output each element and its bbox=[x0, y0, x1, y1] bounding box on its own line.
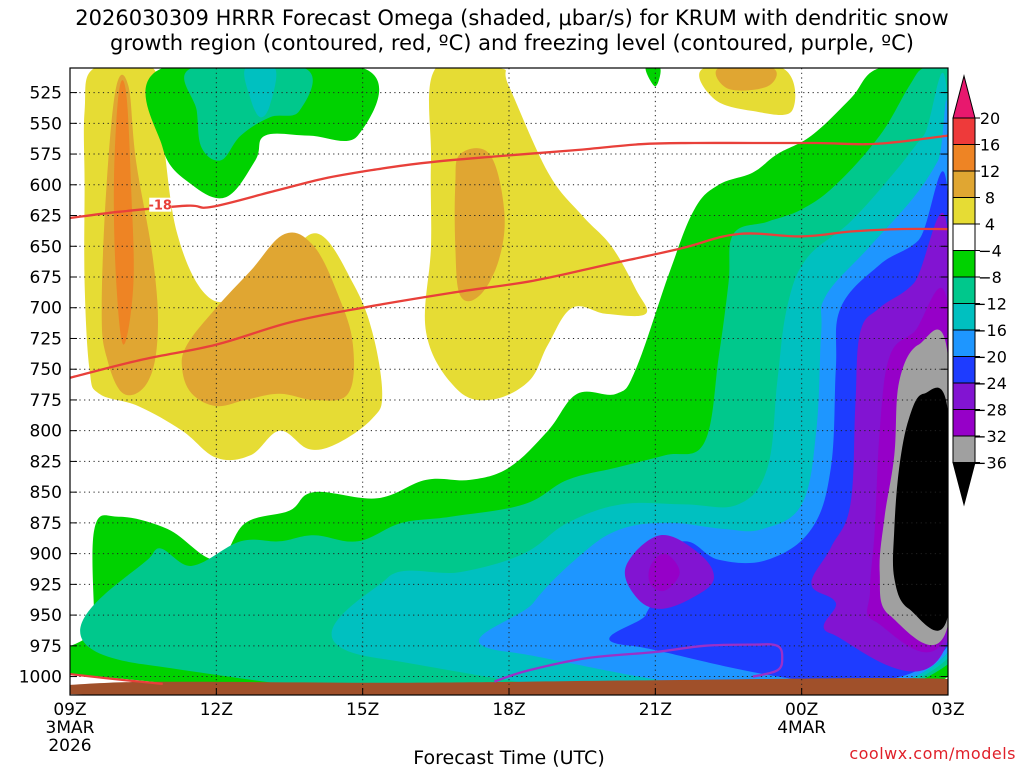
shaded-regions bbox=[70, 68, 948, 695]
y-tick-label-675: 675 bbox=[30, 268, 62, 288]
x-tick-label-03Z: 03Z bbox=[931, 700, 964, 720]
chart-title-line1: 2026030309 HRRR Forecast Omega (shaded, … bbox=[75, 6, 949, 30]
x-tick-label-18Z: 18Z bbox=[492, 700, 525, 720]
x-tick-label-09Z: 09Z bbox=[53, 700, 86, 720]
chart-title-line2: growth region (contoured, red, ºC) and f… bbox=[110, 31, 914, 55]
x-tick-label-00Z: 00Z bbox=[785, 700, 818, 720]
colorbar-segment bbox=[952, 170, 976, 198]
colorbar-segment bbox=[952, 303, 976, 331]
contour-freezing-level bbox=[494, 643, 784, 683]
watermark: coolwx.com/models bbox=[849, 744, 1016, 763]
y-tick-label-775: 775 bbox=[30, 391, 62, 411]
y-tick-label-900: 900 bbox=[30, 545, 62, 565]
x-tick-sublabel-2026: 2026 bbox=[48, 736, 91, 756]
x-tick-label-21Z: 21Z bbox=[639, 700, 672, 720]
colorbar-label--36: −36 bbox=[973, 454, 1007, 473]
colorbar-segment bbox=[952, 276, 976, 304]
colorbar: 20 16 12 8 4 −4 −8 −12 −16 −20 −24 −28 −32 −36 bbox=[952, 74, 1007, 507]
region-violet-center bbox=[648, 553, 680, 592]
colorbar-label--32: −32 bbox=[973, 427, 1007, 446]
y-tick-label-750: 750 bbox=[30, 360, 62, 380]
x-tick-label-12Z: 12Z bbox=[200, 700, 233, 720]
colorbar-label--12: −12 bbox=[973, 295, 1007, 314]
contour-dgz-lower bbox=[70, 227, 948, 379]
x-tick-label-15Z: 15Z bbox=[346, 700, 379, 720]
contour-lines: -18 bbox=[70, 134, 948, 686]
colorbar-label--28: −28 bbox=[973, 401, 1007, 420]
y-tick-label-550: 550 bbox=[30, 114, 62, 134]
region-green-top-small bbox=[645, 68, 661, 87]
contour-label: -18 bbox=[148, 199, 172, 214]
colorbar-label--24: −24 bbox=[973, 374, 1007, 393]
colorbar-top-arrow bbox=[952, 74, 976, 119]
colorbar-segment bbox=[952, 144, 976, 172]
x-axis-title: Forecast Time (UTC) bbox=[413, 747, 604, 768]
region-teal-upper bbox=[184, 68, 313, 161]
colorbar-label-4: 4 bbox=[985, 215, 995, 234]
colorbar-label--4: −4 bbox=[978, 242, 1002, 261]
x-tick-sublabel-3MAR: 3MAR bbox=[46, 718, 95, 738]
y-tick-label-850: 850 bbox=[30, 483, 62, 503]
colorbar-segment bbox=[952, 117, 976, 145]
y-tick-label-825: 825 bbox=[30, 452, 62, 472]
colorbar-bottom-arrow bbox=[952, 462, 976, 507]
y-tick-label-950: 950 bbox=[30, 606, 62, 626]
colorbar-label-12: 12 bbox=[980, 162, 1000, 181]
colorbar-label--8: −8 bbox=[978, 268, 1002, 287]
colorbar-label--16: −16 bbox=[973, 321, 1007, 340]
colorbar-label-20: 20 bbox=[980, 109, 1000, 128]
colorbar-segment bbox=[952, 409, 976, 437]
y-tick-label-800: 800 bbox=[30, 422, 62, 442]
y-tick-label-725: 725 bbox=[30, 329, 62, 349]
y-axis: 525 550 575 600 625 650 675 700 725 750 775 800 825 8… bbox=[19, 84, 948, 688]
colorbar-segment bbox=[952, 435, 976, 463]
colorbar-label--20: −20 bbox=[973, 348, 1007, 367]
grid-lines bbox=[69, 68, 949, 695]
y-tick-label-875: 875 bbox=[30, 514, 62, 534]
chart-title: 2026030309 HRRR Forecast Omega (shaded, … bbox=[0, 6, 1024, 56]
y-tick-label-925: 925 bbox=[30, 575, 62, 595]
region-ground bbox=[70, 677, 948, 695]
y-tick-label-650: 650 bbox=[30, 237, 62, 257]
colorbar-segment bbox=[952, 250, 976, 278]
y-tick-label-700: 700 bbox=[30, 299, 62, 319]
contour-dgz-upper bbox=[70, 134, 948, 220]
contour-label-bg bbox=[149, 197, 172, 212]
region-orange-center bbox=[454, 148, 505, 302]
colorbar-segment bbox=[952, 223, 976, 251]
colorbar-segment bbox=[952, 197, 976, 225]
y-tick-label-575: 575 bbox=[30, 145, 62, 165]
x-tick-sublabel-4MAR: 4MAR bbox=[777, 718, 826, 738]
contour-dgz-bottom bbox=[70, 672, 163, 686]
y-tick-label-600: 600 bbox=[30, 176, 62, 196]
region-cyan-upper bbox=[244, 68, 277, 118]
region-orange-right bbox=[715, 68, 777, 91]
colorbar-label-16: 16 bbox=[980, 136, 1000, 155]
y-tick-label-525: 525 bbox=[30, 84, 62, 104]
y-tick-label-1000: 1000 bbox=[19, 668, 62, 688]
colorbar-segment bbox=[952, 382, 976, 410]
region-black-right bbox=[892, 387, 948, 631]
colorbar-segment bbox=[952, 356, 976, 384]
colorbar-label-8: 8 bbox=[985, 189, 995, 208]
y-tick-label-625: 625 bbox=[30, 207, 62, 227]
region-orange-left-mid bbox=[181, 232, 355, 407]
y-tick-label-975: 975 bbox=[30, 637, 62, 657]
colorbar-segment bbox=[952, 329, 976, 357]
